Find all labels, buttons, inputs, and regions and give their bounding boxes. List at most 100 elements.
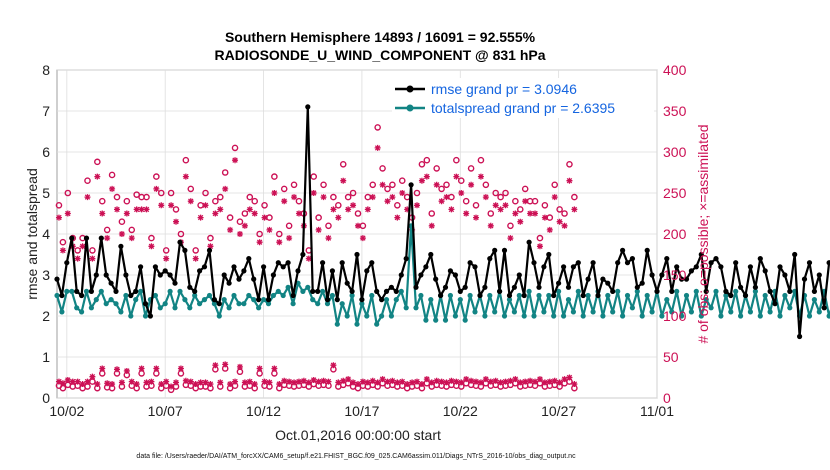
obs-possible-marker [453, 156, 460, 164]
series-point-totalspread [300, 288, 306, 294]
obs-assimilated-marker [463, 376, 470, 383]
series-point-rmse [649, 272, 655, 278]
obs-assimilated-marker [158, 381, 165, 388]
series-point-rmse [605, 280, 611, 286]
obs-possible-marker [467, 165, 475, 172]
obs-assimilated-marker [182, 377, 189, 384]
series-point-totalspread [620, 313, 626, 319]
series-point-rmse [108, 280, 114, 286]
series-point-rmse [492, 247, 498, 253]
obs-possible-marker [275, 230, 283, 238]
series-point-totalspread [565, 297, 572, 303]
series-point-totalspread [526, 288, 532, 294]
obs-assimilated-marker [345, 206, 352, 213]
obs-possible-marker [94, 158, 101, 166]
series-point-rmse [752, 284, 759, 290]
series-point-totalspread [492, 309, 498, 315]
obs-assimilated-marker [84, 378, 91, 385]
y-tick-label-left: 3 [42, 267, 50, 283]
series-point-totalspread [639, 313, 645, 319]
series-point-rmse [290, 292, 296, 299]
obs-assimilated-marker [291, 379, 298, 386]
obs-assimilated-marker [423, 376, 430, 383]
y-tick-label-left: 2 [42, 308, 50, 324]
obs-assimilated-marker [443, 379, 450, 386]
series-point-totalspread [329, 292, 335, 299]
series-point-rmse [644, 247, 650, 253]
series-point-totalspread [221, 297, 227, 303]
obs-assimilated-marker [315, 378, 322, 385]
series-point-totalspread [83, 288, 90, 294]
series-point-rmse [88, 288, 94, 294]
obs-assimilated-marker [182, 173, 189, 180]
series-point-rmse [93, 272, 99, 278]
series-point-rmse [669, 288, 675, 294]
series-point-rmse [477, 292, 483, 299]
series-point-rmse [69, 235, 75, 241]
obs-assimilated-marker [118, 231, 125, 237]
obs-possible-marker [330, 193, 337, 201]
series-point-rmse [221, 272, 227, 278]
obs-possible-marker [153, 173, 160, 180]
series-point-rmse [826, 260, 830, 266]
obs-assimilated-marker [202, 202, 209, 209]
obs-assimilated-marker [468, 181, 475, 188]
obs-possible-marker [108, 171, 116, 179]
obs-possible-marker [236, 218, 244, 225]
series-point-totalspread [320, 288, 326, 294]
series-point-totalspread [182, 297, 188, 303]
legend-rmse-marker [406, 85, 414, 93]
series-point-rmse [211, 297, 217, 303]
grid [57, 69, 658, 399]
obs-possible-marker [310, 173, 318, 180]
y-tick-label-left: 5 [42, 185, 50, 201]
series-point-totalspread [762, 292, 768, 299]
series-point-totalspread [713, 288, 719, 294]
obs-assimilated-marker [517, 218, 524, 225]
series-point-totalspread [261, 297, 267, 303]
series-point-totalspread [723, 292, 729, 299]
obs-possible-marker [172, 206, 180, 213]
series-point-rmse [501, 247, 508, 253]
series-point-rmse [393, 288, 399, 294]
obs-possible-marker [271, 173, 278, 180]
obs-possible-marker [103, 226, 111, 234]
obs-assimilated-marker [345, 376, 352, 383]
obs-possible-marker [339, 160, 347, 168]
series-point-totalspread [806, 313, 813, 319]
series-point-rmse [280, 264, 286, 270]
series-point-rmse [718, 264, 724, 270]
obs-assimilated-marker [423, 173, 430, 180]
obs-assimilated-marker [217, 206, 224, 213]
series-point-rmse [624, 260, 631, 266]
series-point-totalspread [447, 292, 453, 299]
series-point-rmse [683, 276, 690, 282]
obs-possible-marker [182, 156, 190, 164]
series-point-totalspread [659, 313, 665, 319]
series-point-totalspread [482, 313, 488, 319]
series-point-totalspread [118, 309, 124, 315]
obs-possible-marker [379, 165, 386, 172]
obs-assimilated-marker [414, 378, 420, 385]
obs-assimilated-marker [551, 194, 558, 201]
series-point-totalspread [605, 292, 611, 299]
obs-assimilated-marker [94, 173, 101, 180]
obs-assimilated-marker [276, 381, 283, 388]
series-point-totalspread [98, 288, 104, 294]
obs-possible-marker [320, 181, 327, 189]
obs-assimilated-marker [502, 202, 509, 209]
obs-assimilated-marker [153, 365, 160, 372]
series-point-totalspread [757, 313, 763, 319]
obs-possible-marker [482, 181, 490, 189]
obs-assimilated-marker [458, 190, 465, 196]
series-point-rmse [585, 276, 591, 282]
series-point-totalspread [556, 288, 562, 294]
obs-assimilated-marker [192, 381, 199, 388]
obs-possible-marker [335, 201, 342, 209]
series-point-totalspread [197, 301, 203, 307]
series-point-rmse [664, 256, 670, 262]
obs-possible-marker [162, 247, 170, 254]
series-point-rmse [610, 288, 616, 294]
obs-assimilated-marker [246, 206, 253, 213]
series-point-rmse [54, 276, 60, 282]
